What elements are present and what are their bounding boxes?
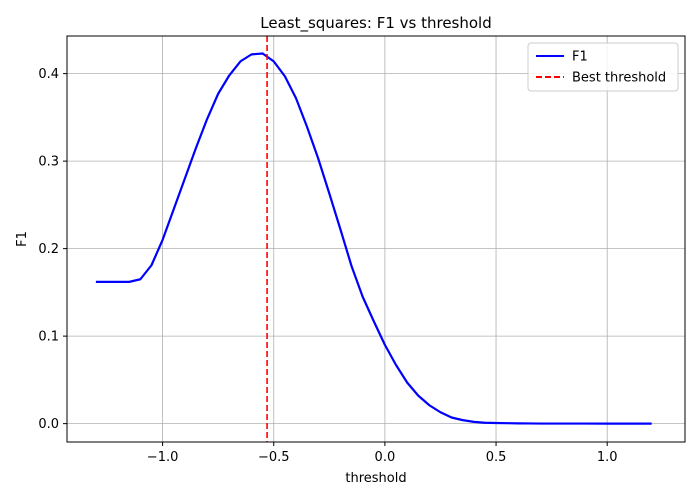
x-axis-label: threshold — [345, 471, 406, 486]
ticks: −1.0 −0.5 0.0 0.5 1.0 0.0 0.1 0.2 0.3 0.4 — [38, 67, 617, 465]
axes-frame — [66, 35, 686, 443]
x-tick-label: 0.5 — [486, 450, 507, 465]
legend-box — [527, 42, 679, 92]
legend: F1 Best threshold — [527, 42, 679, 92]
x-tick-label: −1.0 — [147, 450, 179, 465]
legend-item-f1-label: F1 — [572, 50, 588, 65]
x-tick-label: 0.0 — [375, 450, 396, 465]
y-tick-label: 0.1 — [38, 330, 59, 345]
chart-title: Least_squares: F1 vs threshold — [260, 14, 492, 33]
y-tick-label: 0.0 — [38, 417, 59, 432]
legend-item-best-threshold-label: Best threshold — [572, 71, 666, 86]
y-tick-label: 0.2 — [38, 242, 59, 257]
y-tick-label: 0.4 — [38, 67, 59, 82]
grid — [67, 36, 685, 442]
y-axis-label: F1 — [15, 231, 30, 247]
y-tick-label: 0.3 — [38, 155, 59, 170]
plot-area — [95, 36, 652, 442]
x-tick-label: 1.0 — [597, 450, 618, 465]
series-line-f1 — [95, 52, 652, 425]
x-tick-label: −0.5 — [258, 450, 290, 465]
